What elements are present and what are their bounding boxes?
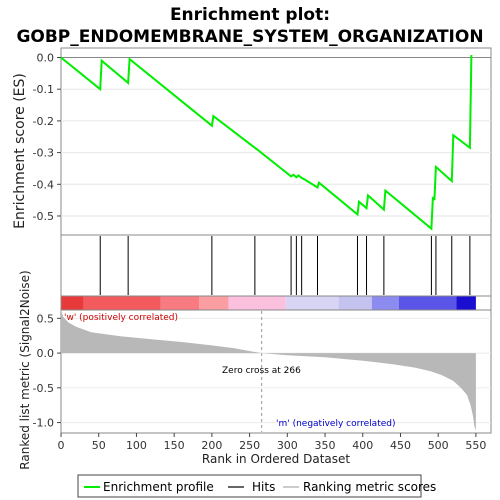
legend-es-label: Enrichment profile [103,480,214,494]
x-tick-label: 450 [390,439,411,452]
hits-panel [60,234,492,297]
es-ytick-label: -0.4 [33,178,54,191]
x-tick-label: 150 [164,439,185,452]
heat-band [285,296,339,310]
es-ytick-label: -0.5 [33,210,54,223]
x-tick-label: 500 [428,439,449,452]
x-tick-label: 350 [315,439,336,452]
heat-band [371,296,399,310]
chart-title-line1: Enrichment plot: [170,5,330,25]
es-ytick-label: -0.1 [33,83,54,96]
metric-panel-frame [60,309,492,434]
es-panel: 0.0 -0.1 -0.2 -0.3 -0.4 -0.5 Enrichment score… [12,47,492,236]
x-tick-label: 400 [352,439,373,452]
chart-title-line2: GOBP_ENDOMEMBRANE_SYSTEM_ORGANIZATION [16,27,483,47]
heat-band [338,296,372,310]
es-ytick-label: 0.0 [37,52,55,65]
x-axis-ticks: 0 50 100 150 200 250 300 350 400 450 500 550 [58,433,486,452]
metric-ytick-label: -1.0 [33,417,54,430]
heat-band [228,296,286,310]
pos-correlated-label: 'w' (positively correlated) [64,313,178,323]
heat-band [456,296,476,310]
x-tick-label: 100 [126,439,147,452]
legend-hits-label: Hits [252,480,275,494]
heat-band [398,296,457,310]
es-panel-frame [60,47,492,236]
x-axis-label: Rank in Ordered Dataset [202,452,350,466]
legend-box [77,474,422,498]
neg-correlated-label: 'm' (negatively correlated) [276,419,395,429]
x-tick-label: 550 [465,439,486,452]
es-ytick-label: -0.2 [33,115,54,128]
heat-band [83,296,161,310]
zero-cross-label: Zero cross at 266 [222,366,301,376]
metric-y-axis-label: Ranked list metric (Signal2Noise) [18,270,32,469]
es-y-ticks: 0.0 -0.1 -0.2 -0.3 -0.4 -0.5 [33,52,61,223]
heat-band [61,296,84,310]
es-ytick-label: -0.3 [33,147,54,160]
x-tick-label: 50 [92,439,106,452]
metric-ytick-label: 0.5 [37,312,55,325]
hits-panel-frame [60,234,492,297]
ranked-heat-bar [61,296,476,310]
metric-ytick-label: -0.5 [33,382,54,395]
es-y-axis-label: Enrichment score (ES) [12,73,28,229]
es-gridlines [61,57,491,217]
x-tick-label: 250 [239,439,260,452]
x-tick-label: 200 [201,439,222,452]
legend: Enrichment profile Hits Ranking metric s… [77,474,436,498]
x-tick-label: 0 [58,439,65,452]
metric-panel: 0.5 0.0 -0.5 -1.0 'w' (positively correlate… [18,270,492,470]
es-profile-line [60,54,473,231]
metric-ytick-label: 0.0 [37,347,55,360]
x-tick-label: 300 [277,439,298,452]
hit-marks [99,236,471,295]
legend-metric-label: Ranking metric scores [303,480,436,494]
heat-band [160,296,200,310]
heat-band [199,296,229,310]
metric-y-ticks: 0.5 0.0 -0.5 -1.0 [33,312,61,430]
